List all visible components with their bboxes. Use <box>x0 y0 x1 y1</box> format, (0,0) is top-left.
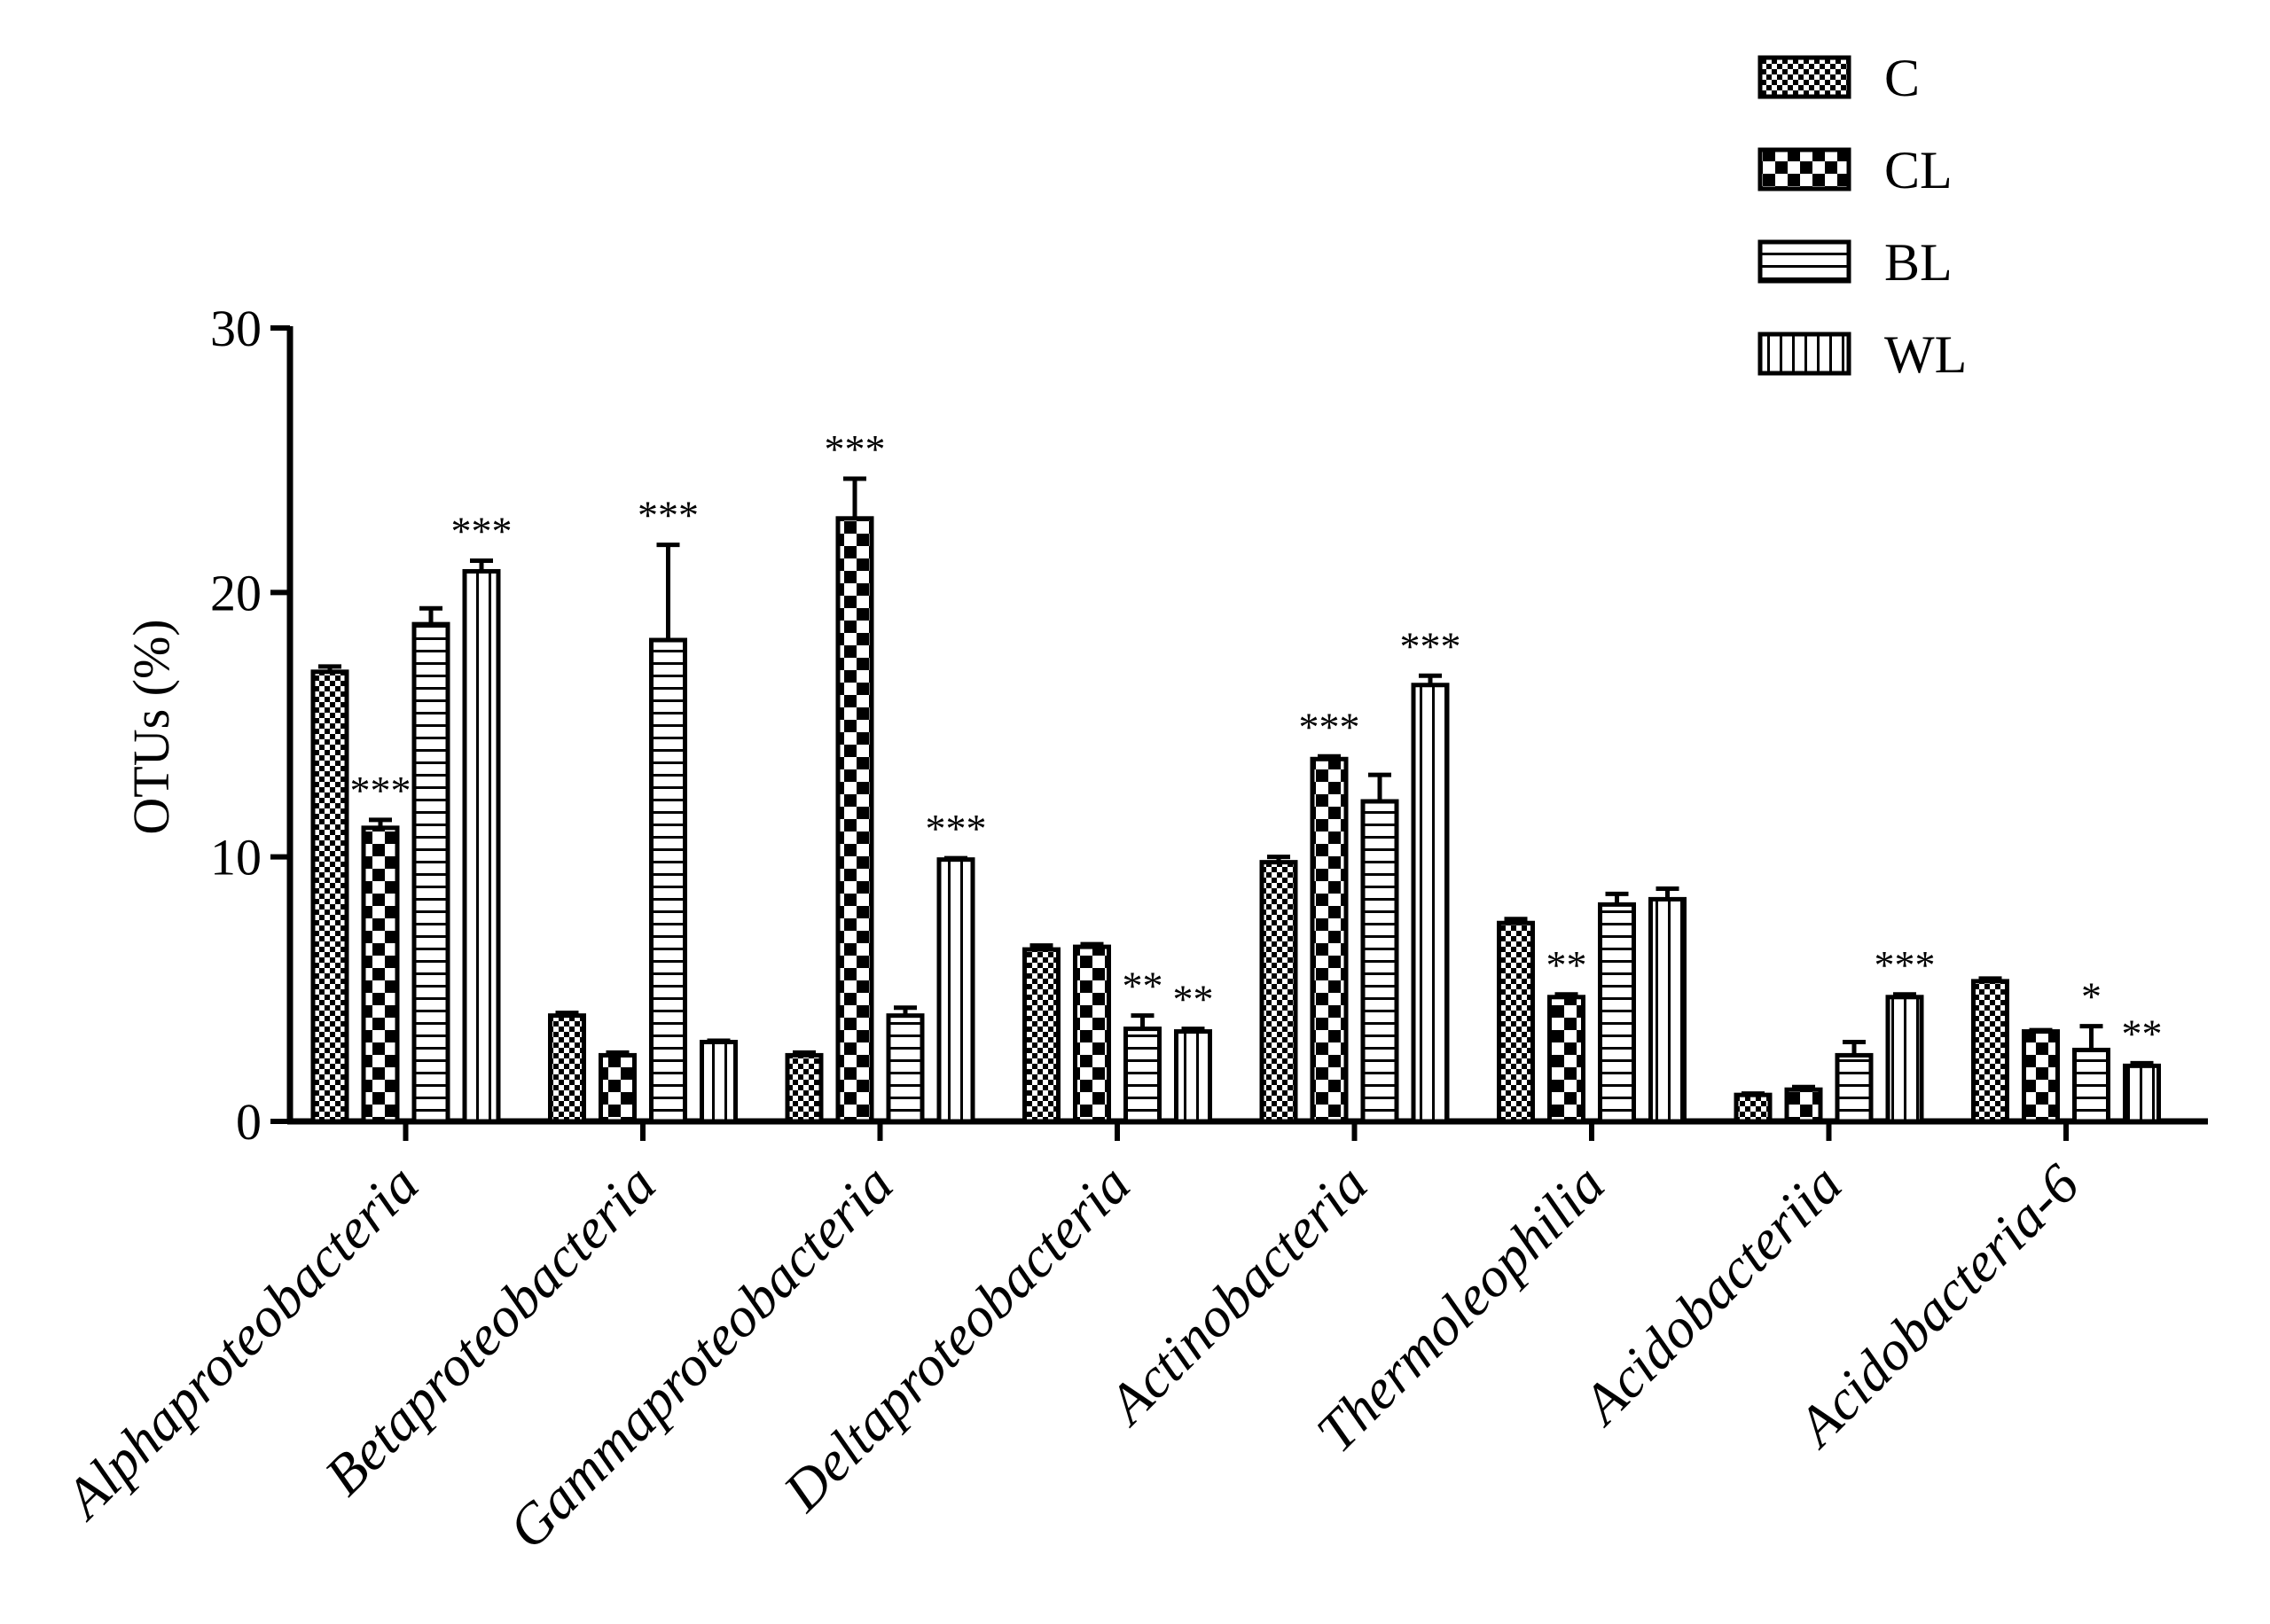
bar-WL-2 <box>936 857 975 1124</box>
bar-BL-7 <box>2072 1047 2110 1124</box>
y-axis: 0 10 20 30 <box>210 300 294 1151</box>
bars-layer: **************** ***************** <box>310 426 2163 1124</box>
legend: C CL BL WL <box>1757 49 1967 384</box>
legend-swatch-WL <box>1757 332 1851 376</box>
legend-swatch-CL <box>1757 147 1851 191</box>
bar-CL-0 <box>361 825 400 1124</box>
legend-label-BL: BL <box>1884 233 1953 292</box>
bar-BL-4 <box>1360 799 1399 1124</box>
significance-label: * <box>2081 974 2102 1019</box>
legend-label-CL: CL <box>1884 141 1953 199</box>
legend-label-C: C <box>1884 49 1920 107</box>
significance-label: *** <box>825 426 886 472</box>
significance-label: *** <box>638 493 699 538</box>
y-tick-label: 20 <box>210 564 262 621</box>
significance-label: ** <box>1546 942 1587 988</box>
y-axis-label: OTUs (%) <box>122 619 180 834</box>
bar-CL-1 <box>599 1052 637 1124</box>
significance-label: *** <box>451 509 513 554</box>
legend-swatch-BL <box>1757 239 1851 284</box>
bar-C-5 <box>1497 920 1535 1124</box>
bar-WL-0 <box>462 568 501 1124</box>
significance-label: *** <box>1875 942 1936 988</box>
bar-WL-5 <box>1648 896 1687 1124</box>
significance-label: ** <box>1123 964 1163 1009</box>
bar-CL-4 <box>1310 756 1349 1124</box>
bar-BL-3 <box>1123 1027 1162 1124</box>
significance-label: *** <box>1400 623 1461 668</box>
bar-C-7 <box>1971 979 2009 1124</box>
significance-label: *** <box>1299 704 1360 749</box>
bar-C-4 <box>1259 860 1298 1124</box>
significance-label: ** <box>2122 1011 2163 1056</box>
bar-CL-2 <box>835 516 874 1124</box>
significance-label: ** <box>1173 977 1214 1022</box>
y-tick-label: 0 <box>236 1093 262 1151</box>
bar-CL-6 <box>1784 1087 1823 1124</box>
bar-C-6 <box>1734 1092 1773 1124</box>
bar-WL-1 <box>700 1040 738 1124</box>
significance-label: *** <box>350 768 411 813</box>
bar-BL-6 <box>1835 1052 1874 1124</box>
bar-BL-5 <box>1598 902 1636 1124</box>
x-tick-label: Gammaproteobacteria <box>497 1152 905 1561</box>
bar-BL-2 <box>886 1013 925 1124</box>
bar-BL-1 <box>649 637 687 1124</box>
bar-C-3 <box>1022 947 1061 1124</box>
bar-WL-6 <box>1885 995 1924 1124</box>
legend-swatch-C <box>1757 55 1851 99</box>
bar-CL-5 <box>1547 995 1585 1124</box>
bar-C-0 <box>310 669 349 1124</box>
bar-CL-3 <box>1073 944 1111 1124</box>
bar-WL-7 <box>2123 1063 2161 1124</box>
bar-C-2 <box>785 1052 824 1124</box>
legend-label-WL: WL <box>1884 325 1967 384</box>
bar-CL-7 <box>2022 1029 2060 1124</box>
y-tick-label: 10 <box>210 829 262 886</box>
significance-label: *** <box>926 806 987 851</box>
x-axis: AlphaproteobacteriaBetaproteobacteriaGam… <box>51 1118 2208 1561</box>
bar-BL-0 <box>411 621 450 1124</box>
bar-WL-3 <box>1174 1029 1212 1124</box>
bar-C-1 <box>548 1013 586 1124</box>
bar-WL-4 <box>1411 683 1450 1124</box>
y-tick-label: 30 <box>210 300 262 357</box>
